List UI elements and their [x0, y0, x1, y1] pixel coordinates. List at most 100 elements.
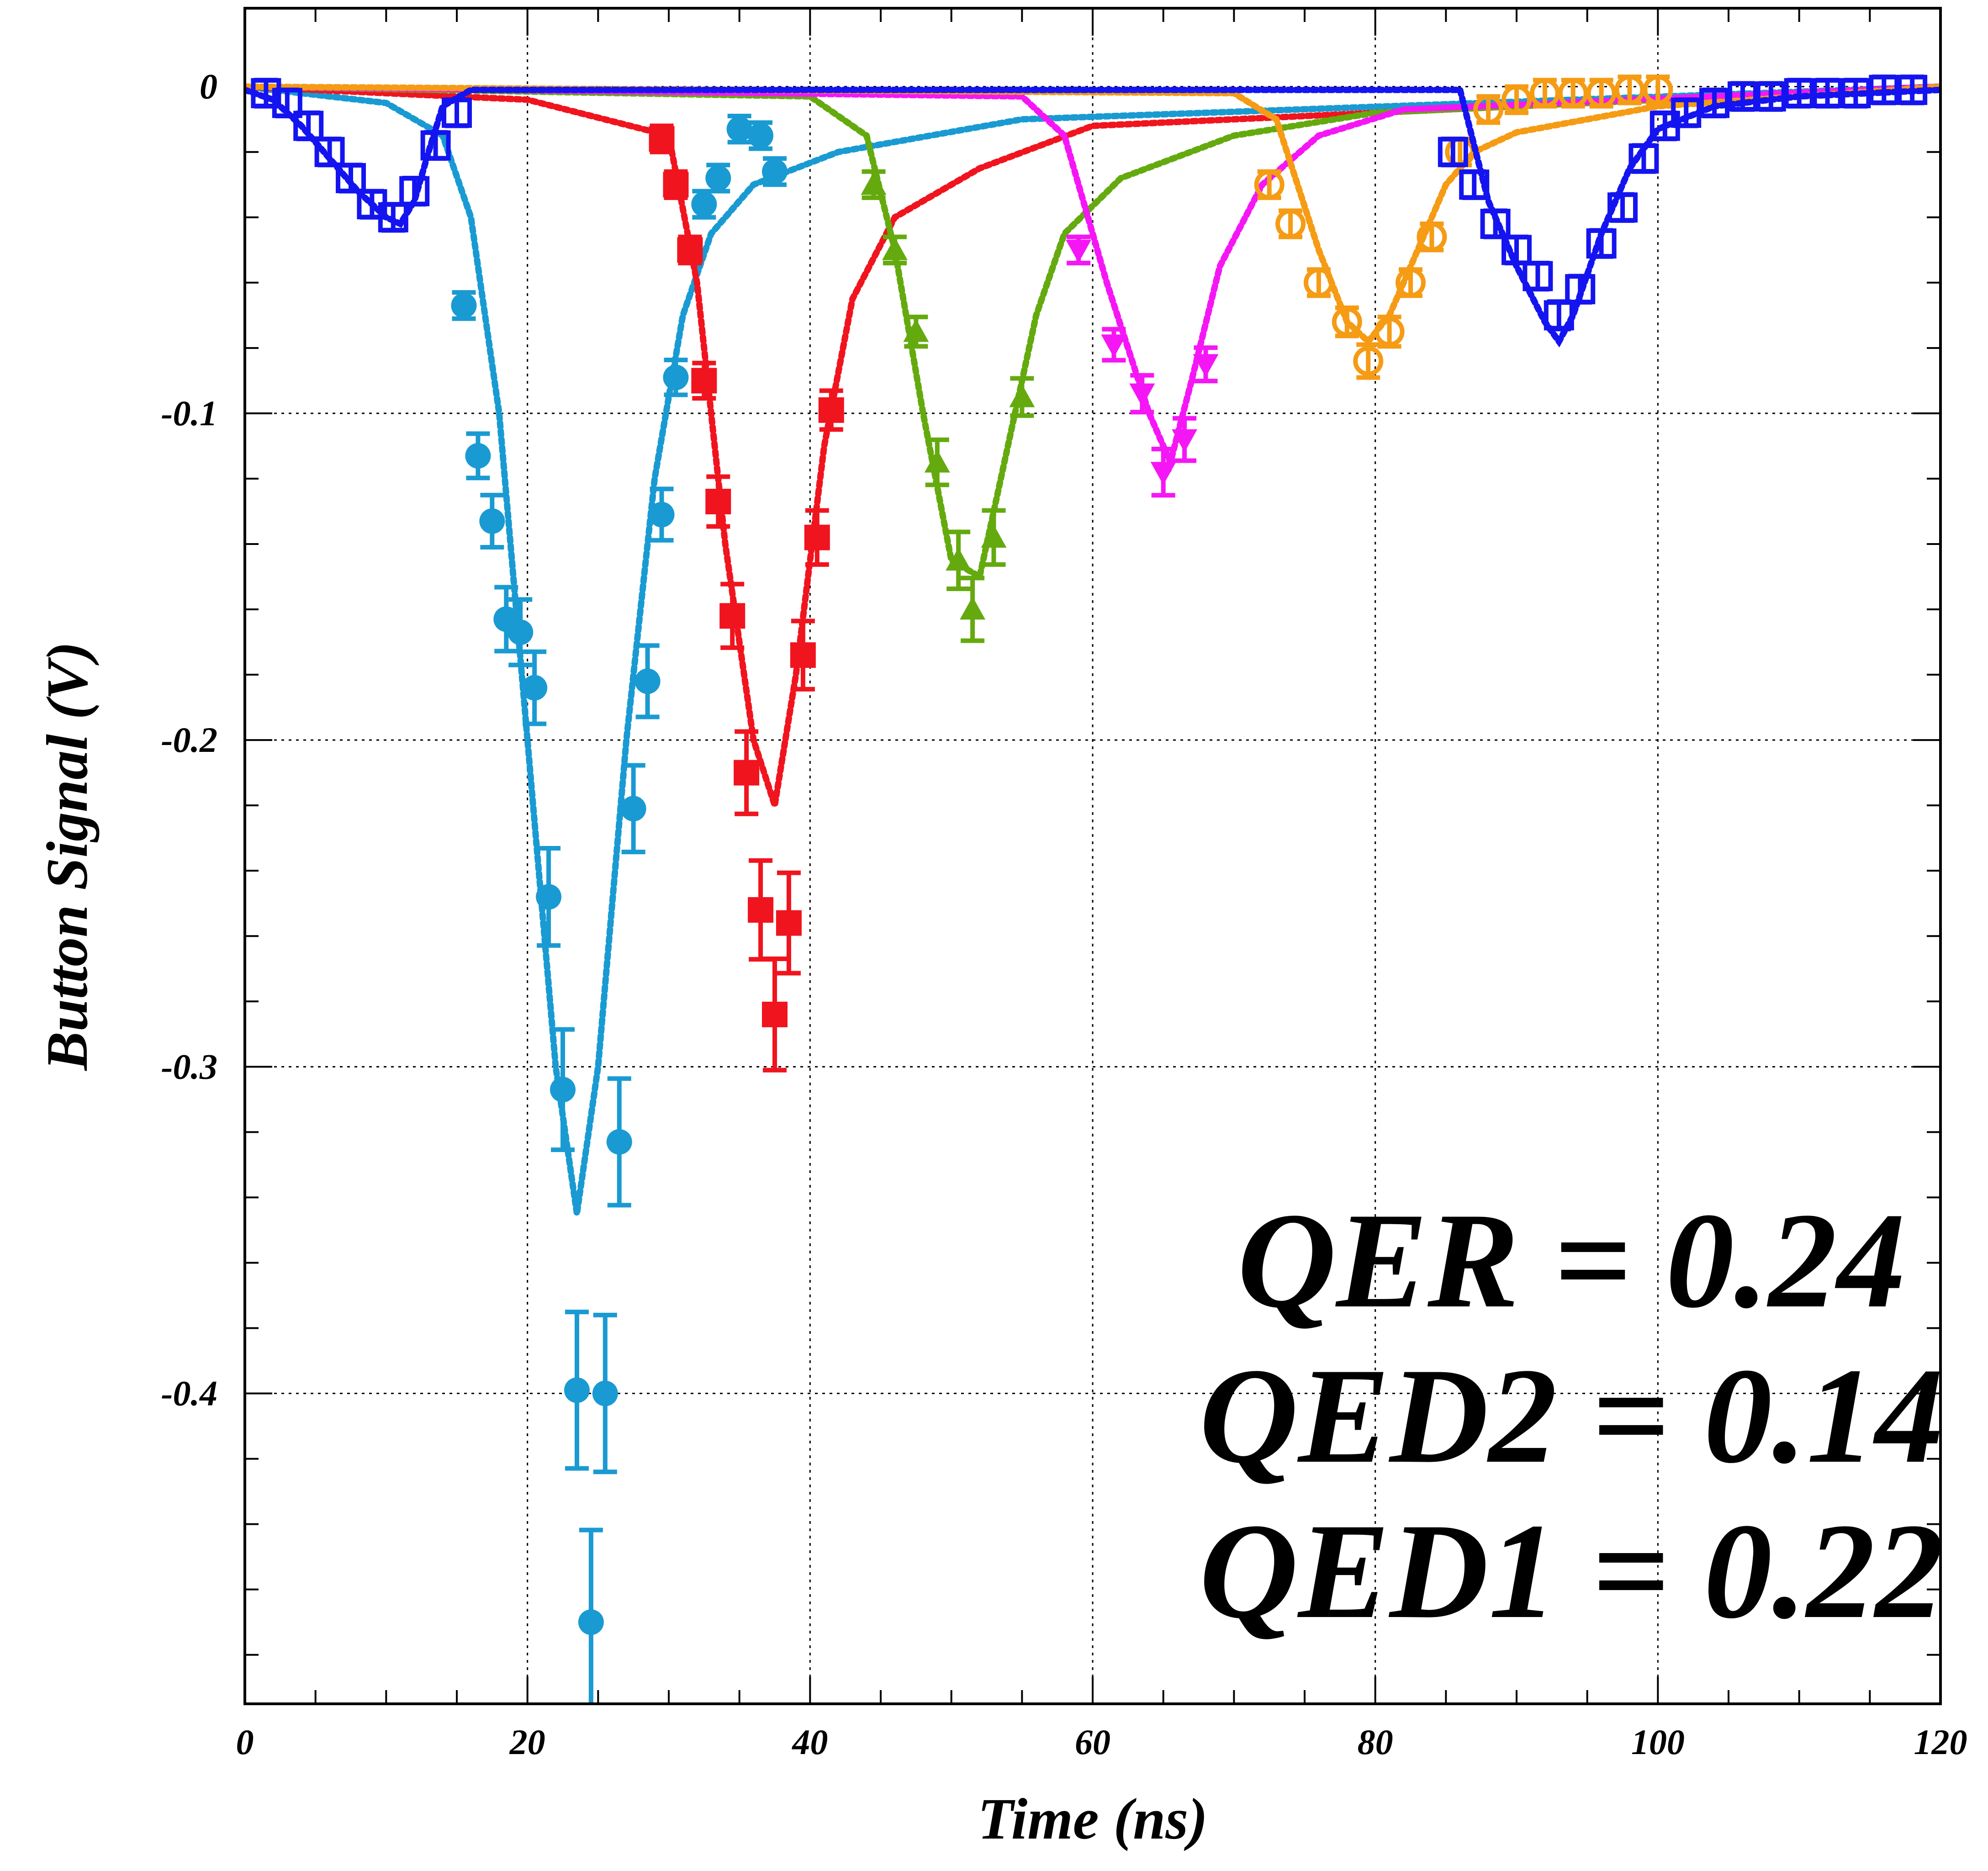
- x-tick-label: 80: [1358, 1722, 1393, 1762]
- data-point: [649, 502, 675, 528]
- data-point: [251, 78, 281, 108]
- data-point: [1523, 261, 1553, 291]
- annotation-qed2: QED2 = 0.14: [1199, 1340, 1943, 1491]
- fit-curve: [245, 83, 1940, 472]
- annotation-qed1: QED1 = 0.22: [1199, 1495, 1943, 1647]
- data-point: [465, 443, 491, 469]
- data-point: [293, 111, 324, 141]
- data-point: [314, 137, 345, 167]
- data-point: [1009, 384, 1035, 407]
- data-point: [620, 796, 646, 822]
- data-series: [245, 74, 1940, 1704]
- data-point: [719, 603, 746, 629]
- data-point: [1459, 169, 1490, 200]
- data-point: [1150, 462, 1176, 485]
- fit-curve: [245, 83, 1940, 346]
- data-point: [1784, 78, 1814, 108]
- data-point: [1438, 137, 1468, 167]
- data-point: [479, 508, 505, 534]
- annotation-qer: QER = 0.24: [1237, 1184, 1906, 1336]
- data-point: [1502, 235, 1532, 265]
- data-point: [924, 449, 950, 473]
- data-point: [649, 126, 675, 152]
- data-point: [1544, 300, 1574, 331]
- data-point: [1699, 88, 1730, 118]
- data-point: [691, 191, 717, 217]
- data-point: [442, 97, 472, 128]
- x-tick-label: 120: [1914, 1722, 1967, 1762]
- data-point: [1755, 81, 1786, 112]
- data-point: [1303, 267, 1334, 298]
- data-point: [663, 172, 689, 198]
- data-point: [776, 910, 802, 936]
- data-point: [564, 1377, 590, 1403]
- y-tick-label: -0.2: [161, 720, 217, 760]
- data-point: [1614, 74, 1645, 105]
- data-point: [1607, 192, 1638, 223]
- series-1: [245, 83, 1940, 1073]
- data-point: [1558, 78, 1588, 108]
- data-point: [960, 597, 986, 620]
- y-tick-label: 0: [200, 67, 217, 106]
- data-point: [705, 488, 731, 514]
- data-point: [1840, 78, 1871, 108]
- data-point: [399, 176, 430, 206]
- data-point: [1565, 274, 1596, 305]
- data-point: [1353, 346, 1384, 376]
- x-tick-label: 40: [791, 1722, 828, 1762]
- y-tick-label: -0.1: [161, 393, 217, 433]
- data-point: [1417, 222, 1447, 252]
- data-point: [1066, 239, 1092, 263]
- data-point: [946, 547, 972, 571]
- data-point: [691, 368, 717, 394]
- data-point: [1374, 317, 1405, 347]
- data-point: [705, 165, 731, 191]
- data-point: [1101, 334, 1127, 358]
- data-point: [1727, 81, 1758, 112]
- data-point: [804, 524, 830, 550]
- fit-curve: [245, 86, 1940, 348]
- x-axis-title: Time (ns): [978, 1786, 1208, 1851]
- x-tick-label: 0: [236, 1722, 254, 1762]
- data-point: [748, 897, 774, 923]
- series-3: [245, 83, 1940, 498]
- data-point: [981, 524, 1007, 548]
- y-axis-title: Button Signal (V): [35, 642, 100, 1072]
- series-0: [245, 83, 1940, 1704]
- data-point: [1275, 209, 1306, 239]
- data-point: [1193, 354, 1219, 377]
- series-2: [245, 83, 1940, 643]
- y-tick-labels: 0 -0.1 -0.2 -0.3 -0.4: [161, 67, 217, 1413]
- data-point: [536, 884, 562, 910]
- gridlines: [245, 8, 1940, 1704]
- data-point: [550, 1077, 576, 1103]
- data-point: [606, 1129, 632, 1155]
- data-point: [1812, 78, 1843, 108]
- data-point: [748, 122, 774, 148]
- data-point: [420, 130, 451, 161]
- data-point: [508, 619, 534, 645]
- data-point: [762, 159, 788, 185]
- data-point: [1586, 228, 1617, 259]
- data-point: [677, 237, 703, 263]
- data-point: [634, 668, 661, 694]
- data-point: [1643, 74, 1673, 105]
- data-point: [818, 397, 844, 423]
- fit-curve: [245, 83, 1940, 807]
- x-tick-label: 100: [1631, 1722, 1685, 1762]
- data-point: [762, 1001, 788, 1027]
- data-point: [1586, 78, 1617, 108]
- data-point: [1332, 307, 1362, 337]
- data-point: [1172, 429, 1198, 453]
- data-point: [578, 1609, 604, 1635]
- y-tick-label: -0.4: [161, 1374, 217, 1413]
- x-tick-label: 20: [509, 1722, 545, 1762]
- data-point: [378, 202, 408, 233]
- data-point: [1628, 143, 1659, 174]
- data-point: [861, 172, 887, 195]
- data-point: [1480, 209, 1511, 239]
- data-point: [790, 642, 816, 668]
- data-point: [734, 760, 760, 786]
